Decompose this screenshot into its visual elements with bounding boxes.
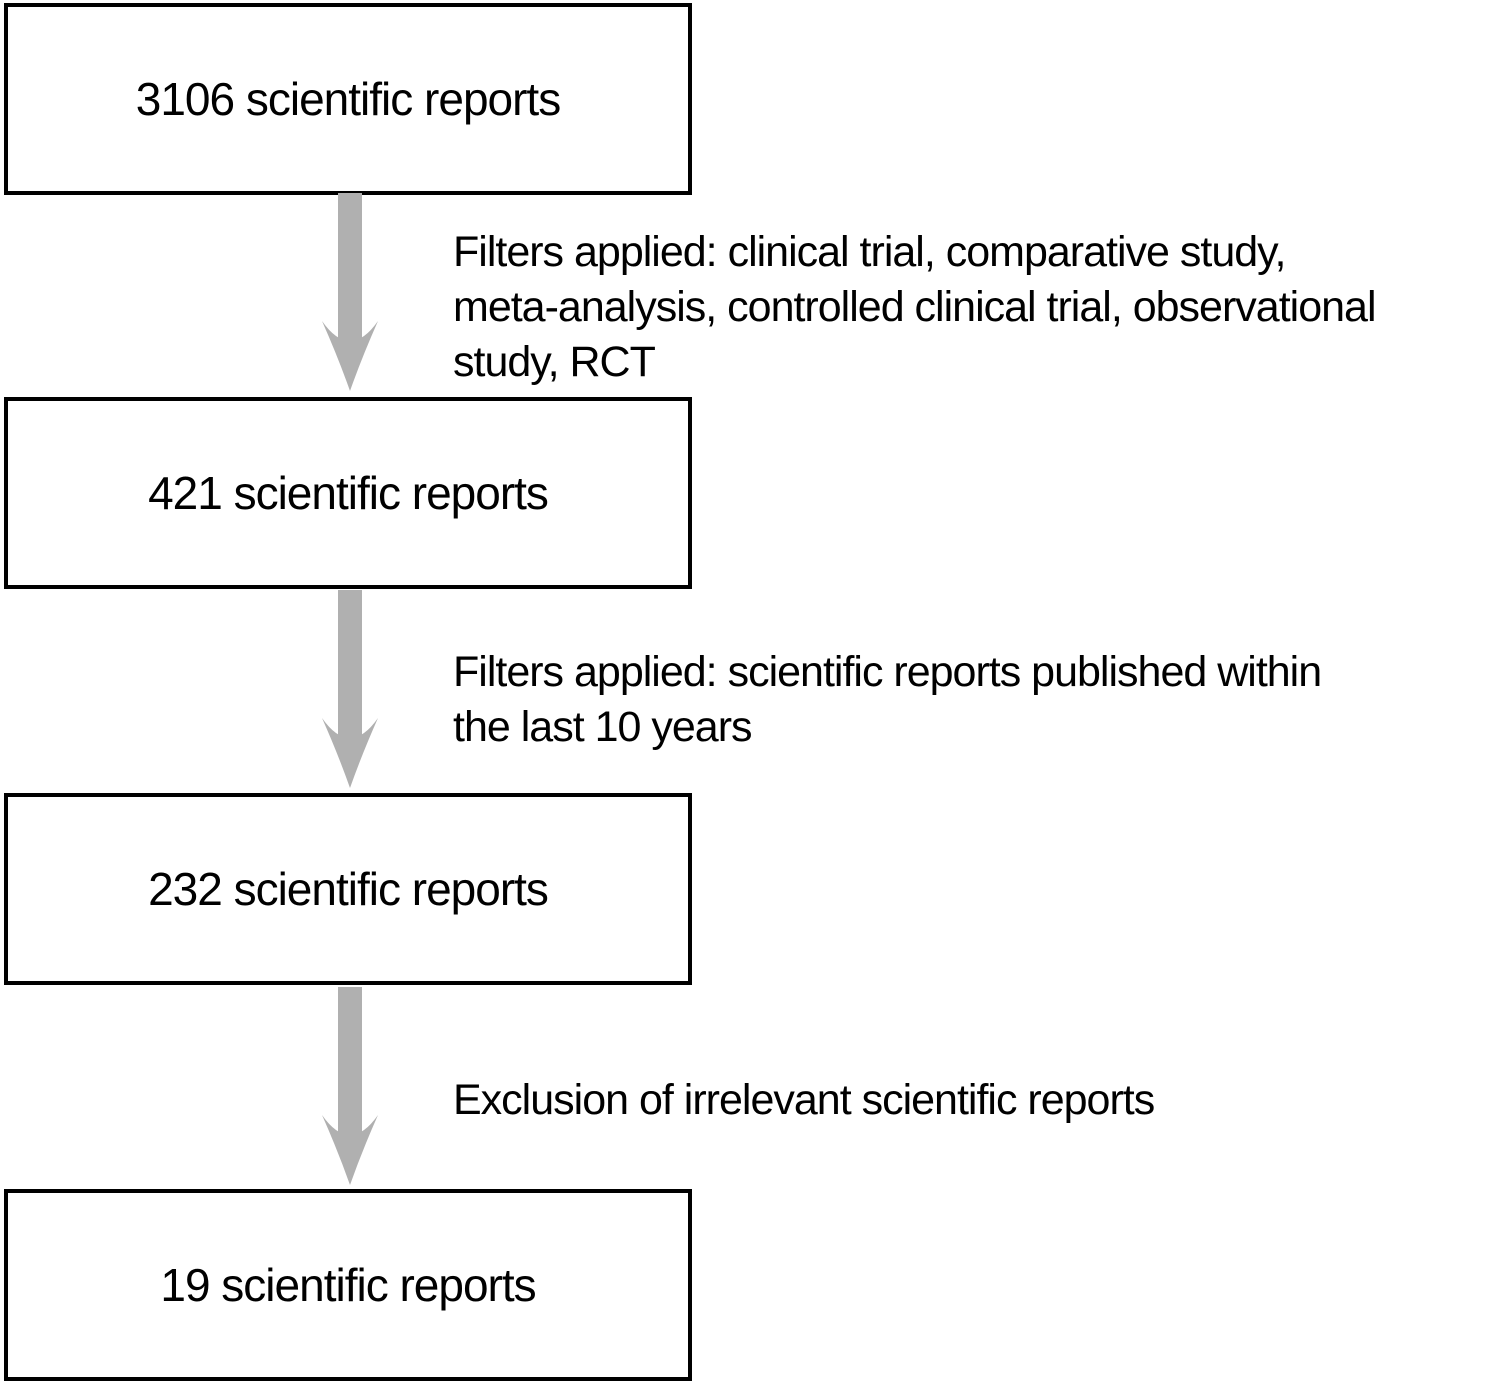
flow-box-step-2-label: 421 scientific reports xyxy=(148,467,549,519)
arrow-note-exclusion: Exclusion of irrelevant scientific repor… xyxy=(453,1076,1155,1124)
arrow-note-filters-1: Filters applied: clinical trial, compara… xyxy=(453,228,1377,386)
arrow-down-icon xyxy=(322,987,378,1185)
arrow-head xyxy=(322,718,378,788)
flow-box-step-3-label: 232 scientific reports xyxy=(148,863,549,915)
flow-box-step-4-label: 19 scientific reports xyxy=(160,1259,536,1311)
flow-box-step-1: 3106 scientific reports xyxy=(4,3,692,195)
flow-box-step-1-label: 3106 scientific reports xyxy=(135,73,561,125)
arrow-down-icon xyxy=(322,193,378,391)
flow-box-step-4: 19 scientific reports xyxy=(4,1189,692,1381)
flow-box-step-3: 232 scientific reports xyxy=(4,793,692,985)
arrow-down-icon xyxy=(322,590,378,788)
arrow-note-filters-2: Filters applied: scientific reports publ… xyxy=(453,648,1322,751)
arrow-stem xyxy=(338,987,362,1137)
flow-box-step-2: 421 scientific reports xyxy=(4,397,692,589)
arrow-head xyxy=(322,321,378,391)
arrow-stem xyxy=(338,590,362,740)
arrow-stem xyxy=(338,193,362,343)
arrow-head xyxy=(322,1115,378,1185)
